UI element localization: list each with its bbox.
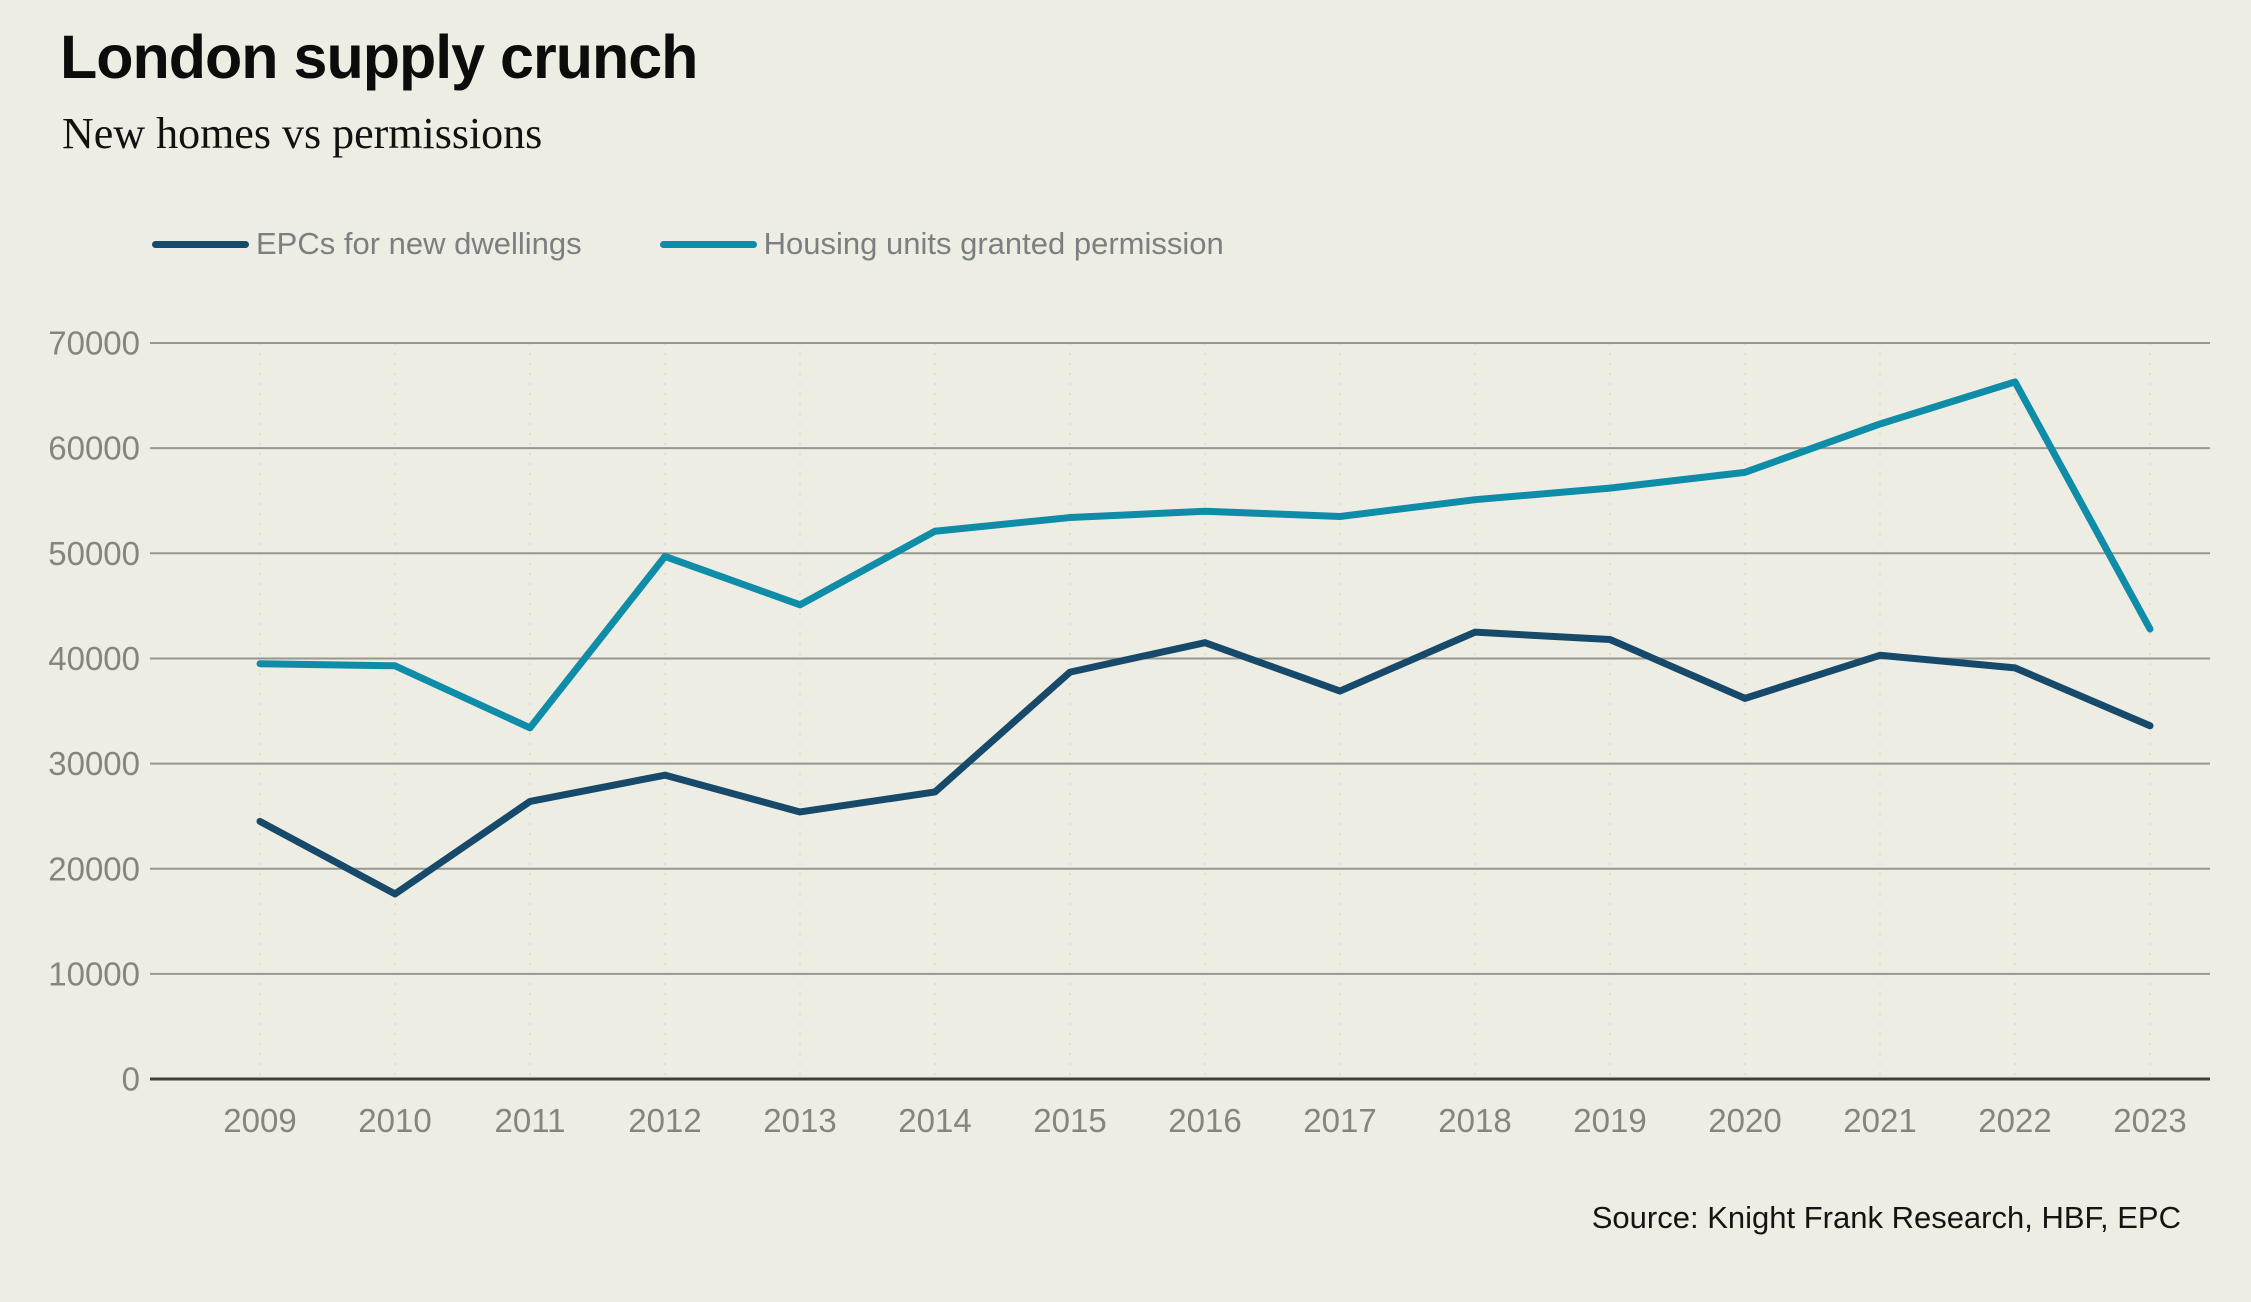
legend-item-permissions: Housing units granted permission: [659, 226, 1224, 262]
legend-label-permissions: Housing units granted permission: [763, 226, 1224, 261]
x-tick-label: 2020: [1708, 1102, 1781, 1139]
x-tick-label: 2010: [358, 1102, 431, 1139]
epcs-line-swatch: [152, 240, 249, 248]
y-tick-label: 50000: [48, 535, 140, 572]
y-tick-label: 70000: [48, 325, 140, 362]
y-tick-label: 60000: [48, 430, 140, 467]
permissions-series-line: [256, 378, 2154, 732]
x-tick-label: 2022: [1978, 1102, 2051, 1139]
x-tick-label: 2016: [1168, 1102, 1241, 1139]
x-tick-label: 2018: [1438, 1102, 1511, 1139]
x-tick-label: 2023: [2113, 1102, 2186, 1139]
chart-subtitle: New homes vs permissions: [62, 109, 543, 158]
x-tick-label: 2019: [1573, 1102, 1646, 1139]
source-note: Source: Knight Frank Research, HBF, EPC: [1591, 1200, 2181, 1235]
y-tick-label: 40000: [48, 640, 140, 677]
x-tick-label: 2017: [1303, 1102, 1376, 1139]
y-tick-label: 30000: [48, 745, 140, 782]
legend-label-epcs: EPCs for new dwellings: [256, 226, 582, 261]
legend: EPCs for new dwellings Housing units gra…: [152, 226, 1224, 262]
x-tick-label: 2014: [898, 1102, 971, 1139]
y-tick-label: 20000: [48, 850, 140, 887]
epcs-series-line: [256, 628, 2154, 898]
x-tick-label: 2009: [223, 1102, 296, 1139]
chart-title: London supply crunch: [60, 23, 698, 91]
x-tick-label: 2012: [628, 1102, 701, 1139]
y-tick-label: 10000: [48, 955, 140, 992]
x-tick-label: 2021: [1843, 1102, 1916, 1139]
y-tick-label: 0: [122, 1061, 140, 1098]
x-tick-label: 2013: [763, 1102, 836, 1139]
x-tick-label: 2015: [1033, 1102, 1106, 1139]
legend-item-epcs: EPCs for new dwellings: [152, 226, 582, 262]
permissions-line-swatch: [659, 240, 757, 248]
x-tick-label: 2011: [495, 1102, 566, 1139]
